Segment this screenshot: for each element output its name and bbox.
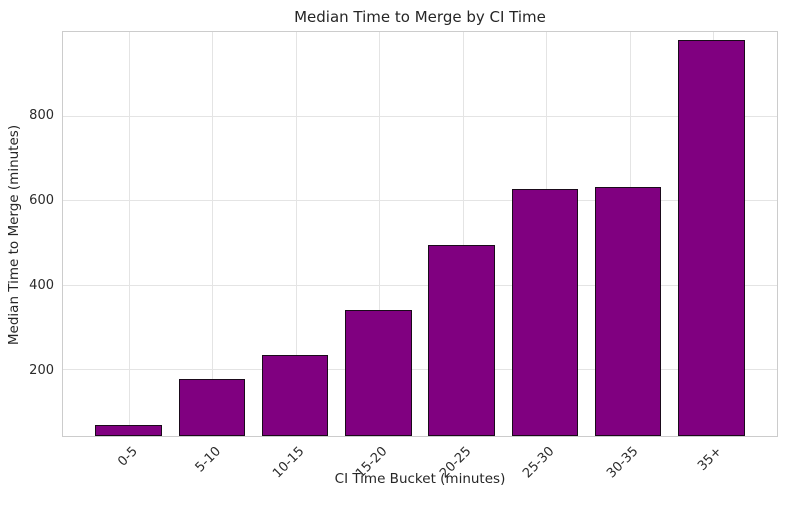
- gridline-horizontal: [63, 369, 777, 371]
- bar-30-35: [594, 186, 662, 436]
- x-axis-label: CI Time Bucket (minutes): [334, 471, 506, 487]
- bar-slot: [503, 32, 586, 436]
- gridline-horizontal: [63, 115, 777, 117]
- bar-slot: [670, 32, 753, 436]
- bar-slot: [587, 32, 670, 436]
- bar-10-15: [261, 354, 329, 436]
- bar-20-25: [428, 245, 495, 436]
- y-tick-label: 200: [29, 363, 54, 379]
- bar-slot: [420, 32, 503, 436]
- y-tick-label: 400: [29, 278, 54, 294]
- bars-layer: [87, 32, 753, 436]
- gridline-vertical: [212, 32, 214, 436]
- y-tick-label: 600: [29, 193, 54, 209]
- x-tick-label: 35+: [694, 444, 725, 475]
- chart-title: Median Time to Merge by CI Time: [294, 8, 546, 26]
- bar-slot: [254, 32, 337, 436]
- plot-area: [62, 31, 778, 437]
- x-tick-label: 0-5: [114, 444, 141, 470]
- bar-slot: [87, 32, 170, 436]
- bar-35+: [678, 39, 745, 436]
- gridline-vertical: [462, 32, 464, 436]
- bar-5-10: [178, 379, 246, 436]
- bar-25-30: [511, 189, 579, 436]
- gridline-horizontal: [63, 200, 777, 202]
- y-tick-label: 800: [29, 108, 54, 124]
- y-axis-label: Median Time to Merge (minutes): [6, 124, 22, 346]
- gridline-vertical: [128, 32, 130, 436]
- gridline-vertical: [295, 32, 297, 436]
- gridline-horizontal: [63, 284, 777, 286]
- gridline-vertical: [379, 32, 381, 436]
- bar-slot: [170, 32, 253, 436]
- bar-15-20: [345, 309, 412, 436]
- bar-0-5: [95, 425, 162, 436]
- bar-slot: [337, 32, 420, 436]
